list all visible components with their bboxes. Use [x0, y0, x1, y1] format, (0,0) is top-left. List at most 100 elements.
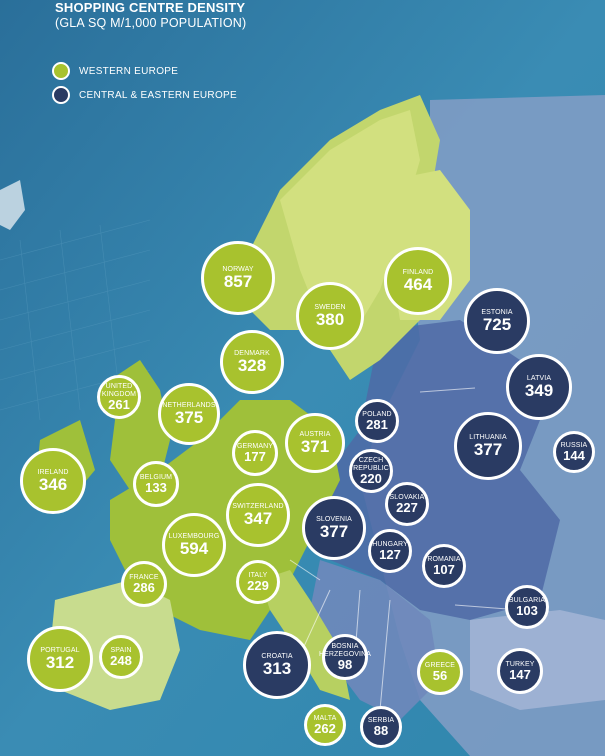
country-name: MALTA [313, 714, 337, 722]
country-value: 281 [366, 417, 388, 433]
country-name: SWEDEN [314, 303, 346, 311]
country-name: POLAND [362, 410, 392, 418]
country-value: 375 [174, 408, 204, 428]
country-bubble-slovakia: SLOVAKIA 227 [385, 482, 429, 526]
country-name: RUSSIA [560, 441, 588, 449]
country-bubble-slovenia: SLOVENIA 377 [302, 496, 366, 560]
country-name: BELGIUM [139, 473, 173, 481]
map-subtitle: (GLA SQ M/1,000 POPULATION) [55, 16, 247, 30]
country-value: 377 [319, 522, 349, 542]
country-bubble-spain: SPAIN 248 [99, 635, 143, 679]
country-name: ESTONIA [481, 308, 513, 316]
country-bubble-luxembourg: LUXEMBOURG 594 [162, 513, 226, 577]
country-value: 229 [247, 578, 269, 594]
legend-swatch-icon [52, 62, 70, 80]
country-bubble-united-kingdom: UNITED KINGDOM 261 [97, 375, 141, 419]
country-bubble-czech-republic: CZECH REPUBLIC 220 [349, 449, 393, 493]
country-value: 380 [315, 310, 345, 330]
country-value: 313 [262, 659, 292, 679]
country-bubble-norway: NORWAY 857 [201, 241, 275, 315]
country-bubble-estonia: ESTONIA 725 [464, 288, 530, 354]
country-value: 725 [482, 315, 512, 335]
country-bubble-latvia: LATVIA 349 [506, 354, 572, 420]
country-value: 98 [337, 657, 353, 672]
country-value: 312 [45, 653, 75, 673]
country-name: SERBIA [367, 716, 395, 724]
country-value: 227 [396, 500, 418, 516]
country-name: SLOVENIA [316, 515, 352, 523]
country-name: DENMARK [234, 349, 270, 357]
country-bubble-italy: ITALY 229 [236, 560, 280, 604]
country-value: 594 [179, 539, 209, 559]
country-bubble-switzerland: SWITZERLAND 347 [226, 483, 290, 547]
country-name: ROMANIA [427, 555, 461, 563]
country-name: ITALY [248, 571, 268, 579]
country-value: 133 [145, 480, 167, 496]
country-name: LATVIA [526, 374, 552, 382]
country-value: 377 [473, 440, 503, 460]
country-bubble-portugal: PORTUGAL 312 [27, 626, 93, 692]
country-name: CZECH REPUBLIC [353, 457, 389, 472]
country-bubble-germany: GERMANY 177 [232, 430, 278, 476]
country-value: 127 [379, 547, 401, 563]
country-bubble-austria: AUSTRIA 371 [285, 413, 345, 473]
country-bubble-denmark: DENMARK 328 [220, 330, 284, 394]
country-bubble-romania: ROMANIA 107 [422, 544, 466, 588]
country-name: CROATIA [261, 652, 293, 660]
country-value: 347 [243, 509, 273, 529]
country-value: 464 [403, 275, 433, 295]
country-bubble-netherlands: NETHERLANDS 375 [158, 383, 220, 445]
country-value: 147 [509, 667, 531, 683]
country-value: 220 [360, 471, 382, 486]
country-name: PORTUGAL [40, 646, 80, 654]
country-bubble-lithuania: LITHUANIA 377 [454, 412, 522, 480]
country-bubble-serbia: SERBIA 88 [360, 706, 402, 748]
country-bubble-france: FRANCE 286 [121, 561, 167, 607]
country-bubble-russia: RUSSIA 144 [553, 431, 595, 473]
legend-label: WESTERN EUROPE [79, 65, 179, 77]
country-value: 328 [237, 356, 267, 376]
country-bubble-croatia: CROATIA 313 [243, 631, 311, 699]
country-bubble-bosnia-herzegovina: BOSNIA HERZEGOVINA 98 [318, 634, 372, 680]
map-title: SHOPPING CENTRE DENSITY [55, 0, 246, 15]
country-value: 349 [524, 381, 554, 401]
legend-item-central-eastern-europe: CENTRAL & EASTERN EUROPE [52, 86, 237, 104]
country-bubble-belgium: BELGIUM 133 [133, 461, 179, 507]
country-name: GREECE [424, 661, 456, 669]
country-value: 177 [244, 449, 266, 465]
country-value: 857 [223, 272, 253, 292]
country-name: SWITZERLAND [232, 502, 284, 510]
country-value: 56 [432, 668, 448, 684]
country-name: IRELAND [37, 468, 69, 476]
country-name: NETHERLANDS [162, 401, 216, 409]
country-bubble-greece: GREECE 56 [417, 649, 463, 695]
country-name: FRANCE [129, 573, 159, 581]
country-name: GERMANY [236, 442, 274, 450]
country-value: 144 [563, 448, 585, 464]
country-name: LITHUANIA [469, 433, 507, 441]
country-name: LUXEMBOURG [168, 532, 220, 540]
country-name: SLOVAKIA [389, 493, 425, 501]
country-name: HUNGARY [372, 540, 408, 548]
country-bubble-finland: FINLAND 464 [384, 247, 452, 315]
country-name: TURKEY [505, 660, 535, 668]
country-name: FINLAND [402, 268, 434, 276]
country-bubble-malta: MALTA 262 [304, 704, 346, 746]
country-bubble-turkey: TURKEY 147 [497, 648, 543, 694]
country-value: 88 [373, 723, 389, 739]
country-name: NORWAY [222, 265, 254, 273]
country-bubble-poland: POLAND 281 [355, 399, 399, 443]
country-bubble-hungary: HUNGARY 127 [368, 529, 412, 573]
country-value: 286 [133, 580, 155, 596]
country-name: UNITED KINGDOM [101, 383, 137, 398]
country-name: SPAIN [110, 646, 132, 654]
country-value: 346 [38, 475, 68, 495]
country-value: 107 [433, 562, 455, 578]
country-value: 103 [516, 603, 538, 619]
country-bubble-bulgaria: BULGARIA 103 [505, 585, 549, 629]
legend-label: CENTRAL & EASTERN EUROPE [79, 89, 237, 101]
country-bubble-sweden: SWEDEN 380 [296, 282, 364, 350]
country-name: BOSNIA HERZEGOVINA [318, 643, 372, 658]
country-bubble-ireland: IRELAND 346 [20, 448, 86, 514]
